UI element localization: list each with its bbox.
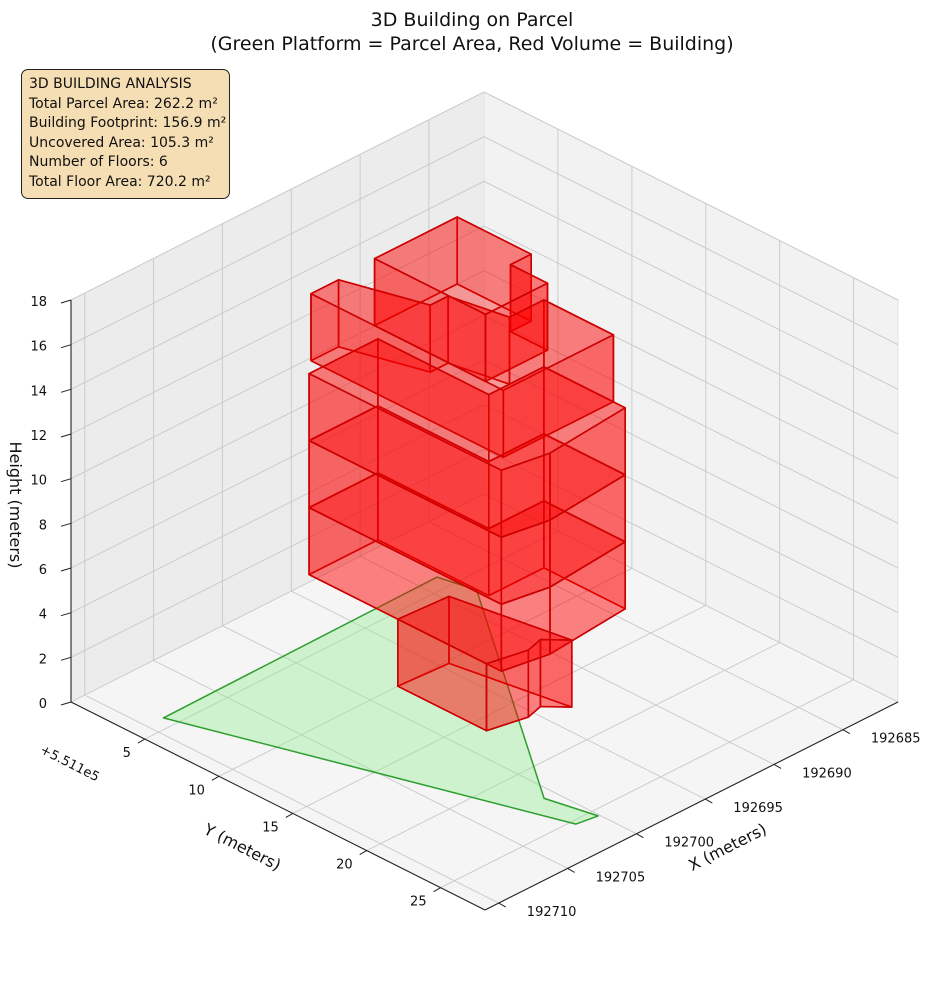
z-tick-label: 6 [39, 563, 47, 578]
grid-line-z-right [483, 180, 899, 390]
chart-title-line-2: (Green Platform = Parcel Area, Red Volum… [210, 33, 733, 55]
x-tick-label: 192695 [733, 801, 783, 816]
grid-line-z-right [483, 225, 899, 435]
x-tick-mark [636, 833, 644, 839]
x-tick-label: 192700 [664, 836, 714, 851]
z-tick-label: 0 [39, 697, 47, 712]
grid-line-y-floor [366, 642, 780, 852]
z-tick-label: 14 [30, 384, 47, 399]
grid-line-x-floor [222, 625, 637, 835]
z-tick-mark [60, 522, 72, 527]
y-tick-mark [359, 850, 367, 856]
building-floor-1-top [397, 595, 573, 665]
x-tick-mark [567, 867, 575, 873]
z-tick-mark [60, 612, 72, 617]
grid-line-z-left [70, 314, 485, 524]
y-tick-label: 15 [262, 820, 279, 835]
y-tick-label: 10 [188, 783, 205, 798]
info-line-floor-area: Total Floor Area: 720.2 m² [29, 173, 211, 190]
y-axis-line [70, 701, 486, 911]
grid-line-x-floor [84, 694, 500, 904]
tick-labels: 192685 192690 192695 192700 192705 192710 5 10 1… [30, 295, 920, 920]
grid-line-z-right [483, 359, 899, 569]
plot-data [162, 216, 627, 825]
x-tick-mark [498, 902, 507, 908]
grid-line-z-left [70, 180, 485, 390]
x-tick-mark [773, 763, 782, 769]
z-tick-mark [60, 478, 72, 483]
grid-line-x-floor [359, 555, 775, 765]
grid-line-y-floor [218, 567, 633, 777]
grid-line-z-right [483, 91, 899, 301]
z-axis-label: Height (meters) [6, 442, 25, 569]
y-tick-mark [285, 812, 294, 818]
z-tick-label: 16 [30, 340, 47, 355]
z-tick-label: 4 [39, 608, 47, 623]
grid-line-z-left [70, 448, 485, 658]
grid-line-z-right [483, 448, 899, 658]
y-tick-label: 25 [410, 895, 427, 910]
y-tick-mark [433, 887, 441, 893]
z-tick-mark [60, 299, 72, 304]
z-tick-mark [60, 567, 72, 572]
z-tick-label: 12 [30, 429, 47, 444]
building-floor-3-top [308, 405, 626, 538]
y-tick-mark [211, 775, 220, 781]
chart-title-line-1: 3D Building on Parcel [371, 9, 574, 31]
x-tick-label: 192705 [596, 870, 646, 885]
x-tick-label: 192690 [802, 766, 852, 781]
grid-line-z-left [70, 493, 485, 703]
building-floor-2-top [308, 472, 626, 605]
axis-lines [70, 300, 899, 911]
x-tick-mark [842, 729, 851, 735]
z-tick-label: 8 [39, 518, 47, 533]
y-axis-offset-label: +5.511e5 [37, 743, 101, 786]
grid-lines [70, 91, 899, 904]
x-axis-line [484, 701, 899, 911]
building-floor-5-top [310, 279, 615, 391]
z-tick-mark [60, 701, 72, 706]
pane-back-left [71, 92, 484, 702]
z-tick-mark [60, 344, 72, 349]
pane-back-right [484, 92, 898, 702]
x-tick-label: 192685 [871, 732, 921, 747]
grid-line-z-left [70, 225, 485, 435]
info-line-heading: 3D BUILDING ANALYSIS [29, 76, 192, 92]
y-tick-mark [137, 738, 146, 744]
grid-line-x-floor [428, 521, 844, 731]
grid-line-z-left [70, 404, 485, 614]
grid-line-y-floor [292, 604, 707, 814]
analysis-info-box: 3D BUILDING ANALYSIS Total Parcel Area: … [21, 69, 230, 199]
building-floor-6-top [373, 216, 549, 316]
y-tick-label: 20 [336, 858, 353, 873]
info-line-footprint: Building Footprint: 156.9 m² [29, 115, 227, 132]
grid-line-z-left [70, 359, 485, 569]
grid-line-y-floor [440, 679, 854, 889]
y-tick-label: 5 [123, 746, 131, 761]
info-line-uncovered-area: Uncovered Area: 105.3 m² [29, 134, 214, 151]
grid-line-z-left [70, 136, 485, 346]
building-floor-4-top [308, 338, 626, 471]
z-tick-label: 10 [30, 474, 47, 489]
z-tick-mark [60, 433, 72, 438]
info-line-floors: Number of Floors: 6 [29, 154, 168, 171]
grid-line-x-floor [291, 590, 706, 800]
grid-line-x-floor [153, 659, 568, 869]
grid-line-z-right [483, 136, 899, 346]
x-tick-mark [705, 798, 713, 804]
x-tick-label: 192710 [527, 905, 577, 920]
z-tick-mark [60, 388, 72, 393]
z-tick-label: 2 [39, 652, 47, 667]
grid-line-z-right [483, 314, 899, 524]
z-tick-mark [60, 656, 72, 661]
grid-line-z-right [483, 270, 899, 480]
z-tick-label: 18 [30, 295, 47, 310]
info-line-parcel-area: Total Parcel Area: 262.2 m² [29, 95, 218, 112]
grid-line-z-left [70, 91, 485, 301]
grid-line-z-right [483, 493, 899, 703]
